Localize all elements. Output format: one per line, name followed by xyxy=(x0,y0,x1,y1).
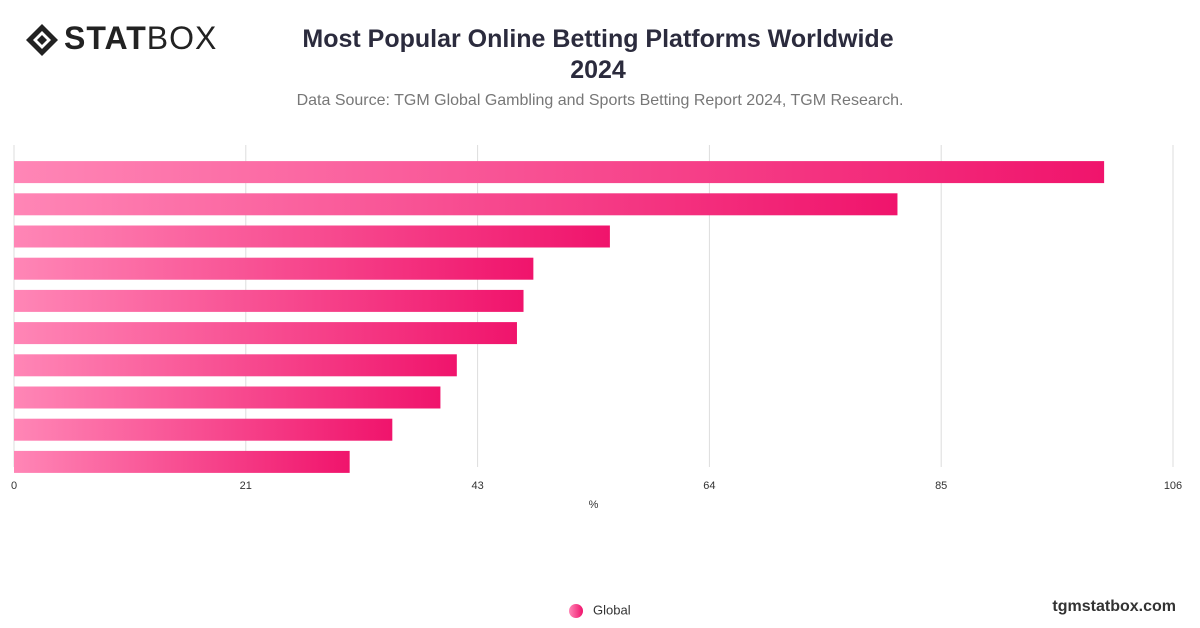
logo-light: BOX xyxy=(146,20,218,56)
bar xyxy=(14,257,534,280)
bar xyxy=(14,161,1105,184)
x-tick-label: 85 xyxy=(935,480,947,492)
bar xyxy=(14,418,393,441)
logo: STATBOX xyxy=(64,20,217,57)
logo-icon xyxy=(26,24,58,56)
bar xyxy=(14,289,524,312)
x-tick-label: 106 xyxy=(1164,480,1182,492)
x-tick-label: 0 xyxy=(11,480,17,492)
logo-bold: STAT xyxy=(64,20,147,56)
bar xyxy=(14,386,441,409)
footer: tgmstatbox.com xyxy=(1052,598,1176,615)
bar xyxy=(14,450,350,473)
x-tick-label: 21 xyxy=(240,480,252,492)
chart-subtitle: Data Source: TGM Global Gambling and Spo… xyxy=(296,92,904,109)
x-tick-label: 43 xyxy=(471,480,483,492)
bar xyxy=(14,193,898,216)
bar xyxy=(14,225,610,248)
legend-label: Global xyxy=(593,602,631,617)
chart-title: Most Popular Online Betting Platforms Wo… xyxy=(302,25,894,84)
x-axis-label: % xyxy=(589,499,599,511)
bar xyxy=(14,322,517,345)
legend-marker xyxy=(569,604,583,618)
x-tick-label: 64 xyxy=(703,480,715,492)
bar xyxy=(14,354,457,377)
